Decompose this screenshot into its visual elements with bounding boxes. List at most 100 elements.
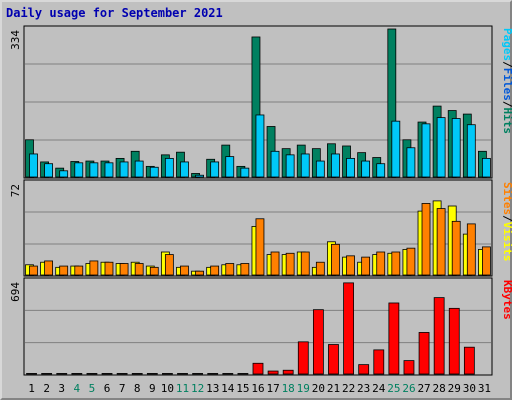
x-tick-label-day-30: 30	[463, 382, 476, 395]
bar-kbytes-day-5	[86, 373, 98, 375]
x-tick-label-day-8: 8	[134, 382, 141, 395]
bar-sites-day-20	[315, 261, 325, 276]
legend-item: /	[501, 215, 512, 222]
bar-kbytes-day-12	[192, 373, 204, 375]
x-tick-label-day-15: 15	[236, 382, 249, 395]
bar-sites-day-6	[104, 261, 114, 276]
bar-sites-day-13	[210, 265, 220, 276]
bar-pages-day-31	[482, 157, 491, 178]
bar-pages-day-6	[104, 162, 114, 178]
x-tick-label-day-22: 22	[342, 382, 355, 395]
bar-kbytes-day-9	[146, 373, 158, 375]
x-tick-label-day-27: 27	[417, 382, 430, 395]
bar-sites-day-17	[270, 251, 280, 276]
bar-sites-day-25	[391, 251, 401, 276]
x-tick-label-day-19: 19	[297, 382, 310, 395]
legend-item: /	[501, 101, 512, 108]
bar-sites-day-24	[376, 251, 386, 276]
x-tick-label-day-23: 23	[357, 382, 370, 395]
panel-bottom	[23, 277, 493, 376]
bar-kbytes-day-8	[131, 373, 143, 375]
bar-sites-day-27	[421, 203, 431, 276]
x-tick-label-day-5: 5	[89, 382, 96, 395]
bar-kbytes-day-4	[71, 373, 83, 375]
bar-sites-day-5	[89, 260, 99, 276]
bar-sites-day-30	[466, 223, 476, 276]
x-tick-label-day-11: 11	[176, 382, 189, 395]
bar-pages-day-16	[255, 114, 265, 178]
bar-pages-day-4	[74, 162, 84, 178]
x-tick-label-day-3: 3	[58, 382, 65, 395]
bar-kbytes-day-15	[237, 373, 249, 375]
bar-pages-day-5	[89, 162, 99, 178]
bar-pages-day-28	[436, 117, 446, 178]
bar-pages-day-21	[331, 153, 340, 178]
y-max-label-bottom: 694	[9, 282, 22, 302]
bar-sites-day-18	[285, 252, 295, 276]
bar-pages-day-20	[315, 160, 325, 178]
bar-pages-day-2	[44, 163, 53, 178]
bar-pages-day-13	[210, 161, 220, 178]
bar-pages-day-19	[300, 153, 310, 178]
x-tick-label-day-17: 17	[266, 382, 279, 395]
x-tick-label-day-9: 9	[149, 382, 156, 395]
bar-kbytes-day-23	[358, 364, 370, 375]
legend-item: Files	[501, 68, 512, 101]
bar-kbytes-day-26	[403, 360, 415, 375]
bar-sites-day-21	[331, 243, 340, 276]
bar-pages-day-23	[361, 160, 371, 178]
x-tick-label-day-28: 28	[433, 382, 446, 395]
bar-pages-day-1	[29, 153, 38, 178]
bar-kbytes-day-7	[116, 373, 128, 375]
bar-sites-day-28	[436, 208, 446, 276]
x-tick-label-day-10: 10	[161, 382, 174, 395]
bar-pages-day-11	[180, 161, 189, 178]
bar-sites-day-26	[406, 247, 416, 276]
bar-kbytes-day-1	[26, 373, 37, 375]
x-tick-label-day-18: 18	[282, 382, 295, 395]
bar-pages-day-14	[225, 156, 235, 178]
legend-item: Visits	[501, 222, 512, 262]
bar-kbytes-day-3	[56, 373, 68, 375]
bar-kbytes-day-30	[463, 346, 475, 375]
x-tick-label-day-13: 13	[206, 382, 219, 395]
bar-kbytes-day-2	[41, 373, 53, 375]
legend-bottom: KBytes	[501, 280, 512, 320]
bar-pages-day-3	[59, 170, 69, 178]
bar-kbytes-day-21	[328, 344, 339, 375]
bar-kbytes-day-10	[162, 373, 173, 375]
bar-sites-day-31	[482, 246, 491, 276]
bar-sites-day-19	[300, 251, 310, 276]
bar-sites-day-14	[225, 263, 235, 276]
legend-item: /	[501, 61, 512, 68]
x-tick-label-day-1: 1	[28, 382, 35, 395]
bar-pages-day-12	[195, 174, 204, 178]
bar-pages-day-24	[376, 163, 386, 178]
bar-kbytes-day-18	[282, 369, 294, 375]
bar-sites-day-22	[346, 255, 355, 276]
legend-middle: Sites/Visits	[501, 182, 512, 262]
bar-pages-day-18	[285, 154, 295, 178]
x-tick-label-day-29: 29	[448, 382, 461, 395]
bar-sites-day-9	[149, 266, 159, 276]
bar-pages-day-27	[421, 123, 431, 178]
x-tick-label-day-6: 6	[104, 382, 111, 395]
y-max-label-top: 334	[9, 30, 22, 50]
bar-pages-day-17	[270, 150, 280, 178]
legend-item: Sites	[501, 182, 512, 215]
legend-top: Pages/Files/Hits	[501, 28, 512, 134]
bar-kbytes-day-25	[388, 302, 400, 375]
bar-sites-day-12	[195, 270, 204, 276]
bar-kbytes-day-16	[252, 362, 264, 375]
bar-sites-day-2	[44, 260, 53, 276]
x-tick-label-day-24: 24	[372, 382, 386, 395]
bar-kbytes-day-17	[267, 370, 279, 375]
bar-kbytes-day-29	[448, 307, 460, 375]
x-tick-label-day-26: 26	[402, 382, 415, 395]
bar-kbytes-day-6	[101, 373, 113, 375]
bar-pages-day-26	[406, 147, 416, 178]
x-tick-label-day-31: 31	[478, 382, 491, 395]
x-tick-label-day-16: 16	[251, 382, 264, 395]
bar-kbytes-day-13	[207, 373, 219, 375]
